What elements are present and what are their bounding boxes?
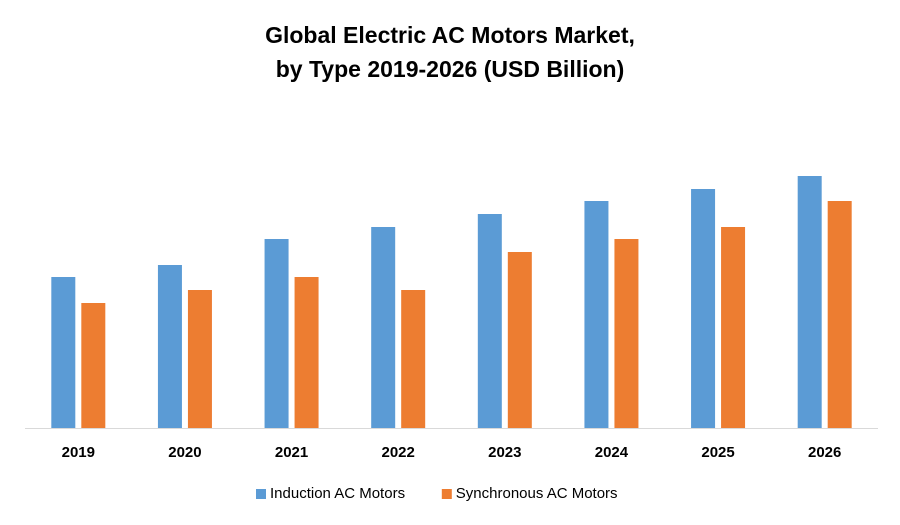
bar xyxy=(157,265,182,428)
bar xyxy=(371,227,396,428)
bar xyxy=(51,277,76,428)
x-tick-label: 2023 xyxy=(488,444,521,461)
bar xyxy=(721,227,746,428)
bar xyxy=(507,252,532,428)
x-tick-label: 2026 xyxy=(808,444,841,461)
bar xyxy=(187,290,212,428)
x-tick-label: 2020 xyxy=(168,444,201,461)
bar xyxy=(614,239,639,428)
legend-swatch xyxy=(441,489,452,499)
x-tick-label: 2022 xyxy=(382,444,415,461)
chart-title: Global Electric AC Motors Market, xyxy=(265,22,635,48)
x-tick-label: 2021 xyxy=(275,444,308,461)
legend-label: Induction AC Motors xyxy=(270,485,405,502)
bar xyxy=(827,201,852,428)
legend-swatch xyxy=(256,489,266,499)
x-tick-label: 2019 xyxy=(62,444,95,461)
x-tick-label: 2024 xyxy=(595,444,629,461)
legend-label: Synchronous AC Motors xyxy=(456,485,618,502)
bar xyxy=(401,290,426,428)
bar xyxy=(797,176,822,428)
bar xyxy=(264,239,289,428)
bar xyxy=(584,201,609,428)
bar xyxy=(81,303,106,428)
bar xyxy=(691,189,716,428)
chart-title: by Type 2019-2026 (USD Billion) xyxy=(276,56,625,82)
bar xyxy=(294,277,319,428)
bar xyxy=(477,214,502,428)
x-tick-label: 2025 xyxy=(701,444,734,461)
